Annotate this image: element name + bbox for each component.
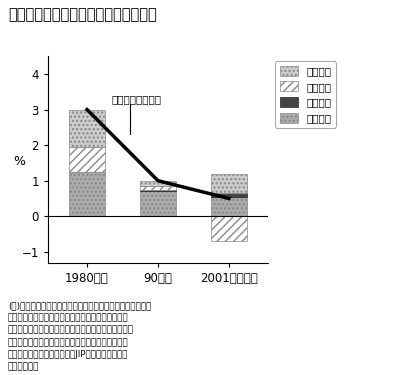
Legend: 技術進歩, 労働移動, 資本移動, 資本蓄穏: 技術進歩, 労働移動, 資本移動, 資本蓄穏 [276, 62, 336, 128]
Text: 労働生産性伸び率: 労働生産性伸び率 [112, 94, 162, 104]
Bar [69, 147, 105, 172]
Bar [69, 110, 105, 147]
Text: %: % [13, 155, 25, 168]
Text: (注)労働生産性伸び率は年平均。「労働移動」「資本移動」
は生産性の高い産業に労働や資本がスムーズに移動
した効果を示したもの。マイナスは、そうした移動が
起こ: (注)労働生産性伸び率は年平均。「労働移動」「資本移動」 は生産性の高い産業に労… [8, 302, 151, 371]
Bar [69, 172, 105, 216]
Bar [140, 190, 176, 191]
Bar [140, 186, 176, 190]
Text: 労働生産性の伸びに影響を与えた要因: 労働生産性の伸びに影響を与えた要因 [8, 8, 157, 22]
Bar [211, 216, 247, 241]
Bar [140, 181, 176, 186]
Bar [211, 174, 247, 193]
Bar [211, 197, 247, 216]
Bar [211, 193, 247, 197]
Bar [140, 191, 176, 216]
